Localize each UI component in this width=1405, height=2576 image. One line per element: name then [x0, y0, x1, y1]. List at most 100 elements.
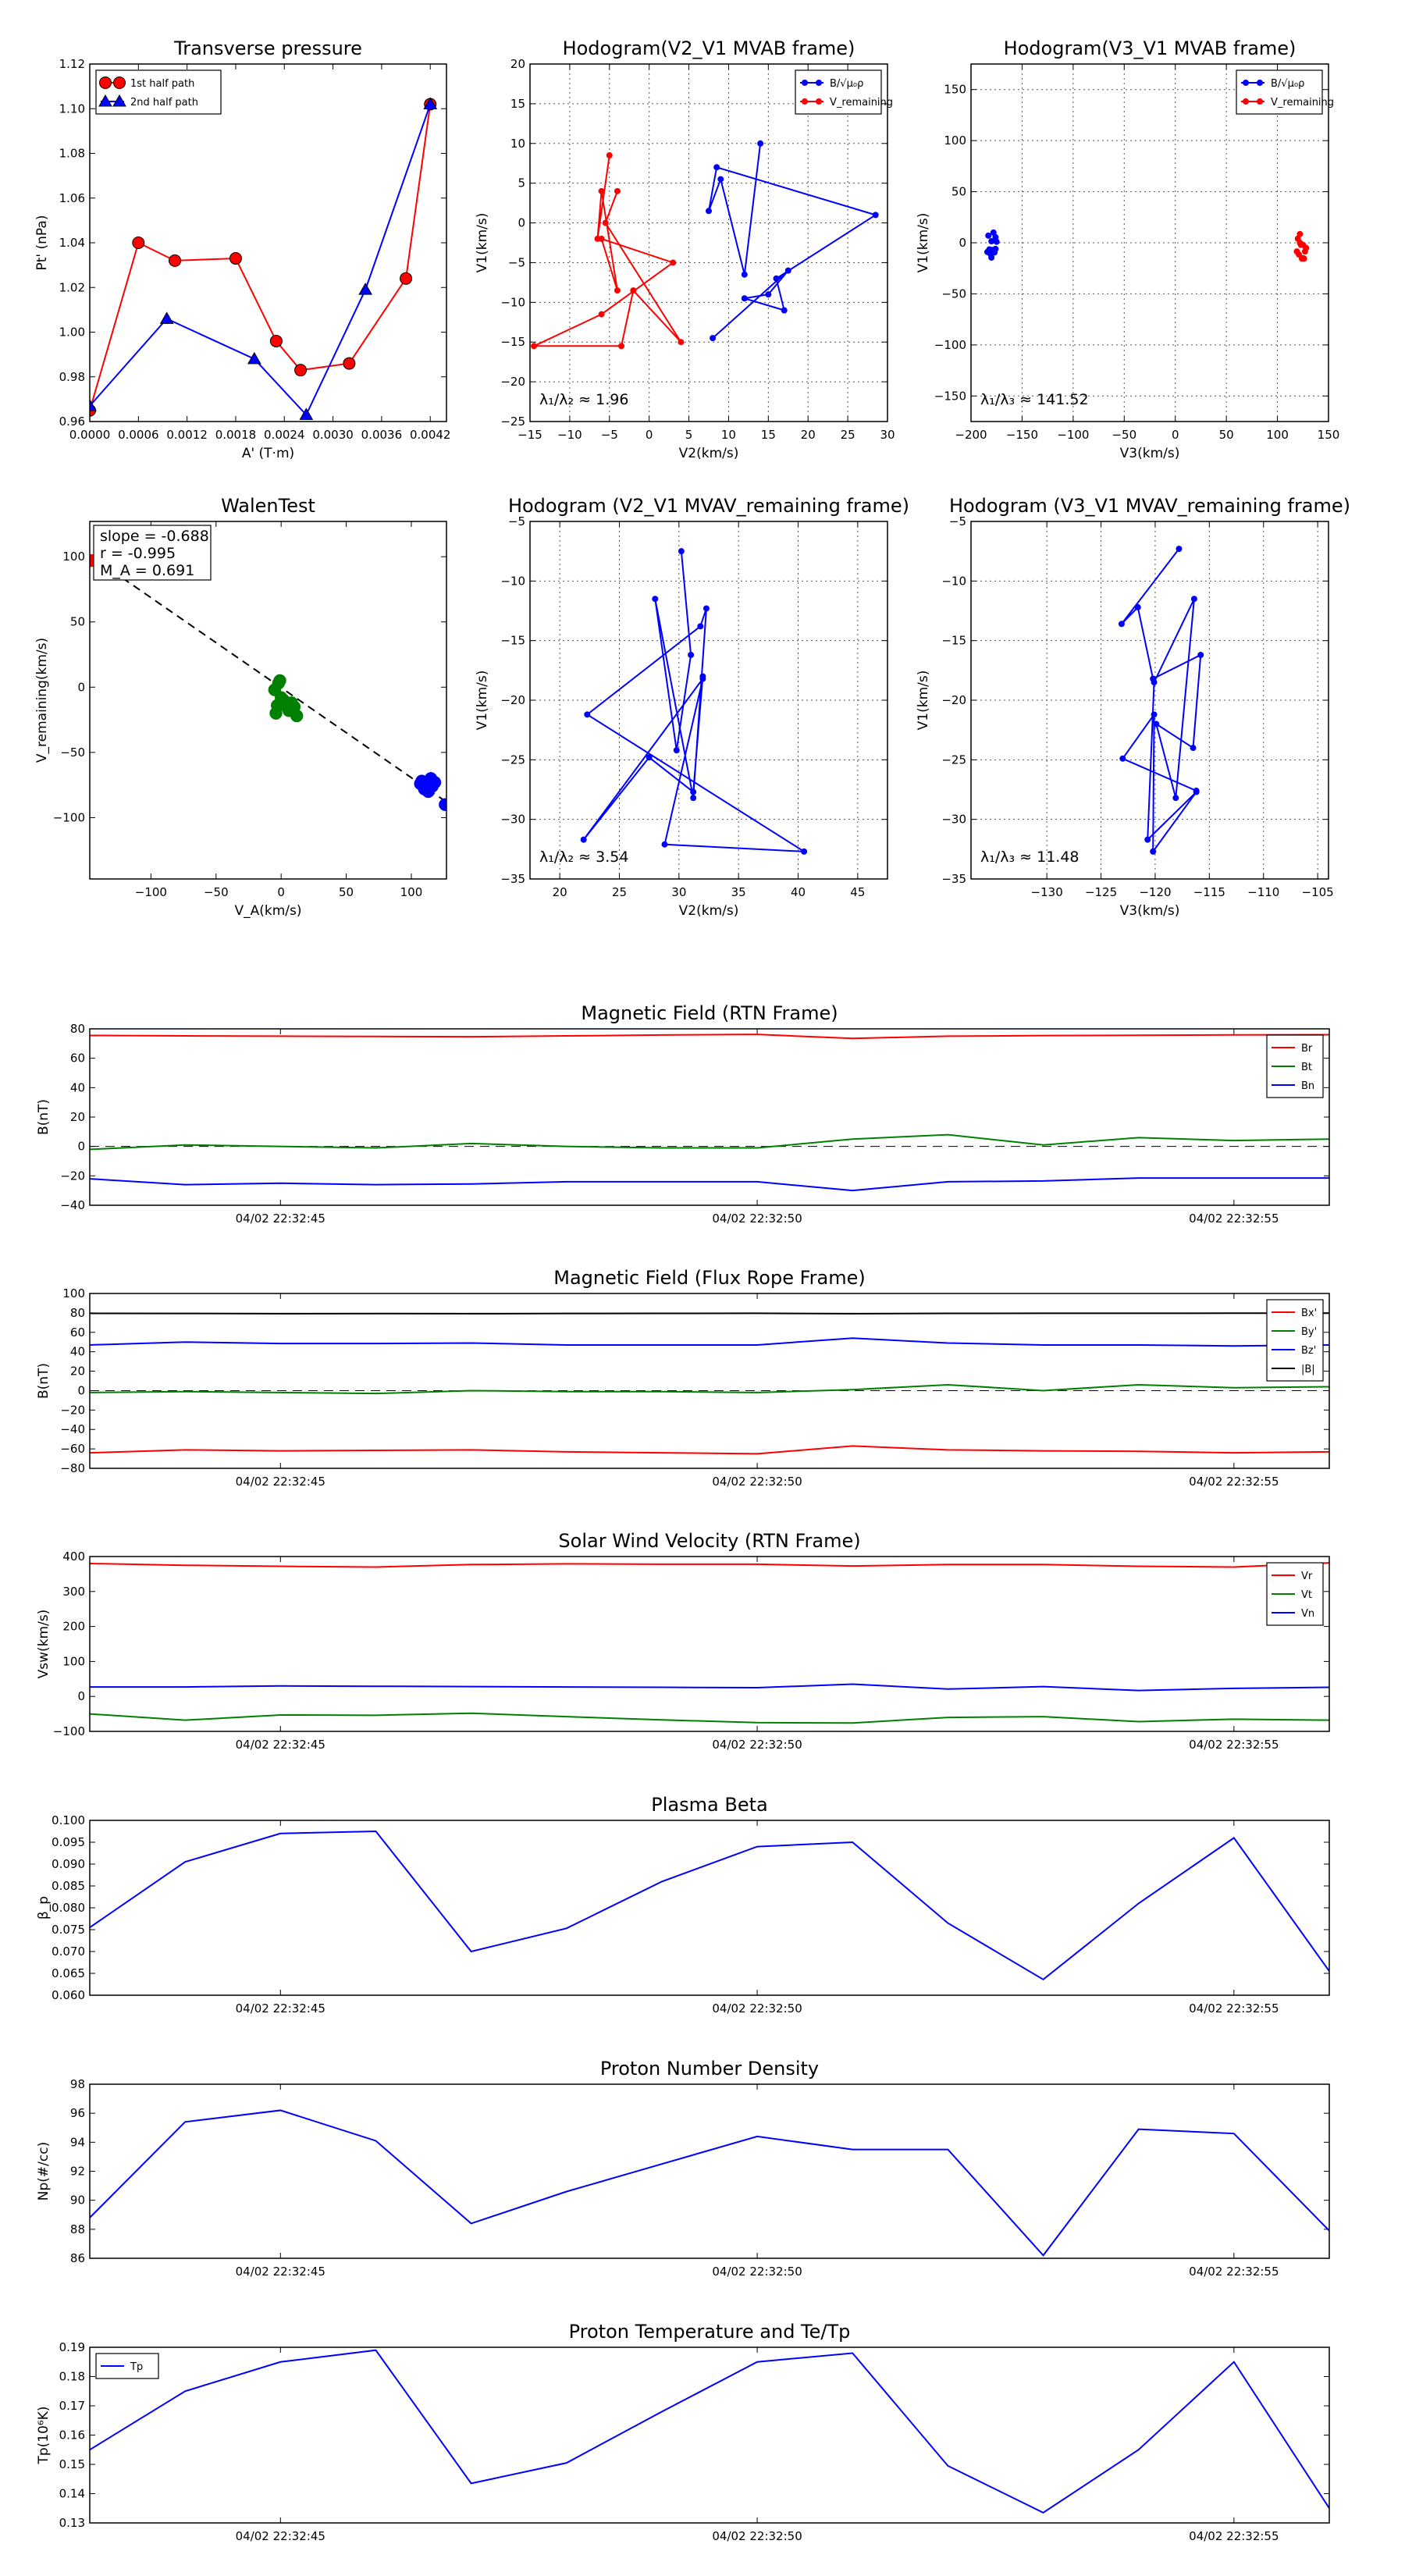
y-axis-label: V1(km/s) [916, 671, 931, 731]
data-layer [984, 229, 1310, 262]
x-tick-label: 04/02 22:32:55 [1189, 1738, 1279, 1752]
data-point [425, 780, 439, 793]
x-tick-label: −100 [135, 885, 167, 899]
data-point [531, 343, 538, 350]
axes-frame [89, 2347, 1330, 2524]
data-point [673, 747, 680, 754]
legend-label: Br [1301, 1043, 1313, 1055]
axes-frame [89, 1028, 1330, 1206]
chart-vsw: Solar Wind Velocity (RTN Frame) 04/02 22:… [36, 1530, 1330, 1752]
data-point [614, 187, 621, 194]
data-point [270, 699, 284, 712]
y-tick-label: 60 [70, 1051, 85, 1066]
series-b- [706, 140, 879, 342]
y-tick-label: 20 [510, 57, 525, 71]
series-bx- [90, 1445, 1329, 1455]
data-point [985, 232, 992, 239]
legend-item: B/√μ₀ρ [800, 78, 863, 90]
series-line [90, 1562, 1329, 1568]
eigenvalue-ratio-label: λ₁/λ₂ ≈ 3.54 [539, 849, 628, 866]
series-bt [90, 1133, 1329, 1151]
data-point [1118, 621, 1125, 628]
legend-item: V_remaining [1241, 97, 1334, 109]
x-tick-label: 0.0012 [166, 428, 208, 442]
data-point [702, 605, 710, 612]
series-line [90, 1383, 1329, 1395]
legend-label: V_remaining [830, 97, 893, 109]
axes-frame [89, 1556, 1330, 1732]
y-tick-label: 150 [944, 83, 966, 97]
x-tick-label: 04/02 22:32:55 [1189, 2529, 1279, 2543]
y-tick-label: 300 [62, 1585, 85, 1599]
series-line [582, 551, 807, 853]
legend-item: Vn [1272, 1608, 1314, 1620]
chart-title: Plasma Beta [651, 1794, 767, 1816]
data-point [439, 798, 446, 811]
data-point [229, 252, 242, 265]
y-tick-label: 88 [70, 2222, 85, 2236]
data-point [661, 841, 668, 848]
y-tick-label: 1.02 [59, 280, 85, 294]
data-point [614, 287, 621, 294]
y-tick-label: 1.10 [59, 101, 85, 116]
x-tick-label: 0.0042 [410, 428, 451, 442]
legend-marker [1257, 98, 1263, 105]
legend-marker [816, 98, 822, 105]
chart-title: Magnetic Field (Flux Rope Frame) [553, 1267, 865, 1289]
x-axis-label: A' (T·m) [242, 446, 294, 461]
data-point [400, 272, 413, 285]
data-layer [90, 2349, 1329, 2514]
data-point [984, 248, 991, 255]
chart-hodo-v2v1: Hodogram(V2_V1 MVAB frame) −15 −10 −5 0 5 10 15… [475, 37, 895, 461]
x-tick-label: 04/02 22:32:45 [236, 1212, 325, 1226]
x-tick-label: 04/02 22:32:50 [712, 1475, 802, 1489]
legend-label: Vt [1301, 1589, 1312, 1601]
data-point [1190, 596, 1197, 603]
legend: Tp [95, 2353, 159, 2379]
series-line [90, 1034, 1329, 1040]
y-tick-label: −15 [500, 335, 525, 349]
data-layer [90, 1562, 1329, 1724]
y-tick-label: −15 [941, 634, 966, 648]
axes-frame [529, 521, 888, 880]
chart-title: Magnetic Field (RTN Frame) [581, 1002, 838, 1024]
chart-title: Hodogram (V2_V1 MVAV_remaining frame) [508, 495, 909, 517]
data-point [423, 97, 438, 110]
data-point [1134, 603, 1141, 610]
y-axis-label: Tp(10⁶K) [36, 2406, 52, 2464]
y-tick-label: −10 [500, 295, 525, 309]
eigenvalue-ratio-label: λ₁/λ₂ ≈ 1.96 [539, 391, 628, 408]
x-tick-label: 30 [671, 885, 686, 899]
chart-walen: WalenTest −100 −50 0 50 100 −100 −50 0 50 100 V_A(k… [34, 495, 447, 919]
x-tick-label: −110 [1247, 885, 1279, 899]
y-tick-label: −100 [53, 810, 85, 824]
legend-marker [98, 94, 112, 107]
y-tick-label: 86 [70, 2251, 85, 2265]
data-point [630, 287, 637, 294]
y-axis-label: V_remaining(km/s) [34, 638, 50, 763]
data-point [1172, 795, 1179, 802]
legend-item: 1st half path [99, 76, 194, 90]
series-tp [90, 2349, 1329, 2514]
axes-frame [89, 1293, 1330, 1469]
legend-marker [802, 80, 808, 86]
y-axis-label: Np(#/cc) [36, 2142, 52, 2201]
data-point [710, 335, 717, 342]
y-axis-label: β_p [36, 1896, 52, 1920]
chart-hodo-v3v1: Hodogram(V3_V1 MVAB frame) −200 −150 −100 −5… [916, 37, 1339, 461]
y-tick-label: 98 [70, 2077, 85, 2091]
y-tick-label: −10 [500, 574, 525, 588]
series-edge [439, 798, 446, 811]
data-point [1300, 254, 1307, 262]
y-tick-label: 0.100 [52, 1813, 85, 1827]
data-point [602, 219, 609, 226]
y-tick-label: −100 [53, 1724, 85, 1738]
x-axis-label: V_A(km/s) [234, 903, 301, 919]
y-tick-label: 0.070 [52, 1944, 85, 1959]
x-tick-label: 50 [339, 885, 354, 899]
y-tick-label: 50 [70, 615, 85, 629]
y-tick-label: −150 [934, 389, 966, 403]
y-axis-label: Vsw(km/s) [36, 1610, 52, 1679]
y-tick-label: 80 [70, 1022, 85, 1036]
